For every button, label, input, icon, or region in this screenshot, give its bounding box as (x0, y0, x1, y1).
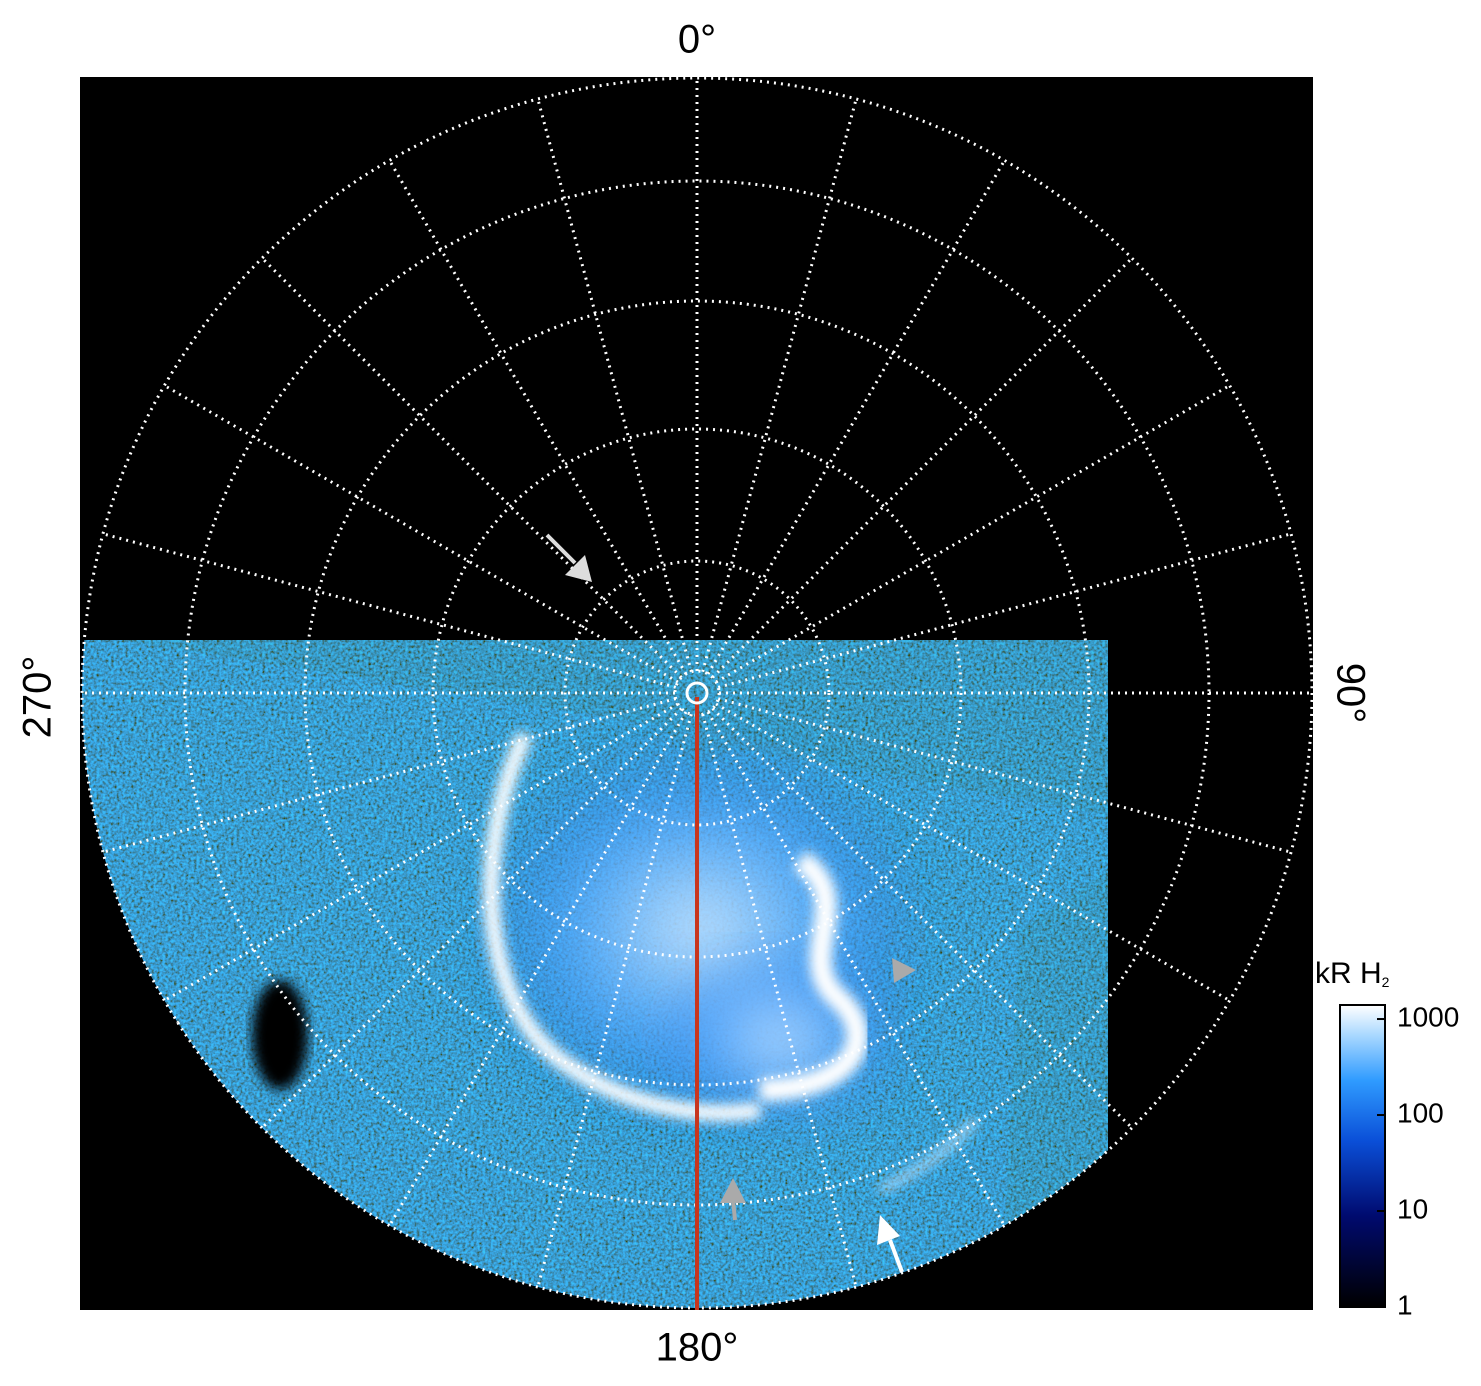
grid-meridian (261, 707, 683, 1129)
grid-meridian (163, 384, 679, 684)
colorbar-tick-label: 1 (1397, 1289, 1413, 1320)
grid-meridian (711, 707, 1133, 1129)
grid-meridian (711, 257, 1133, 679)
grid-circle (80, 76, 1314, 1310)
grid-circle (563, 559, 831, 827)
colorbar (1339, 1004, 1386, 1308)
grid-meridian (163, 702, 679, 1002)
grid-meridian (701, 713, 858, 1288)
grid-meridian (536, 713, 693, 1288)
grid-meridian (706, 159, 1006, 675)
grid-meridian (717, 532, 1292, 689)
grid-meridian (715, 384, 1231, 684)
grid-meridian (715, 702, 1231, 1002)
dark-spot (252, 980, 308, 1090)
grid-meridian (102, 697, 677, 854)
angle-label: 180° (656, 1326, 739, 1370)
angle-label: 90° (1328, 663, 1372, 724)
polar-grid (80, 76, 1314, 1310)
colorbar-tick-label: 1000 (1397, 1001, 1459, 1032)
auroral-arc (759, 850, 869, 1101)
grid-meridian (536, 98, 693, 673)
grid-meridian (102, 532, 677, 689)
pole-marker (685, 681, 709, 705)
grid-meridian (706, 711, 1006, 1227)
auroral-spot (878, 1118, 978, 1193)
angle-label: 270° (16, 656, 60, 739)
colorbar-tick-label: 100 (1397, 1097, 1444, 1128)
colorbar-label: kR H2 (1315, 957, 1390, 990)
main-oval (483, 731, 762, 1121)
grid-meridian (388, 711, 688, 1227)
colorbar-label-subscript: 2 (1382, 974, 1390, 990)
grid-meridian (261, 257, 683, 679)
angle-label: 0° (678, 18, 716, 62)
grid-meridian (701, 98, 858, 673)
grid-meridian (717, 697, 1292, 854)
aurora-image (82, 640, 1108, 1308)
colorbar-tick-label: 10 (1397, 1193, 1428, 1224)
arrows (545, 533, 916, 1273)
colorbar-label-text: kR H (1315, 957, 1382, 990)
grid-circle (303, 299, 1091, 1087)
grid-meridian (388, 159, 688, 675)
